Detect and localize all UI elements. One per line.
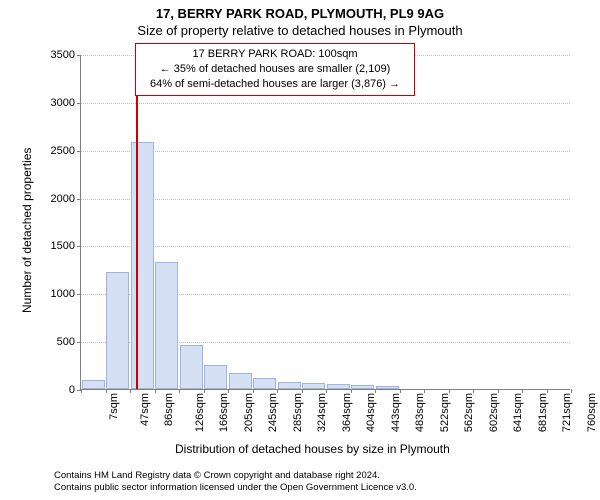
xtick-label: 641sqm [512, 393, 524, 432]
xtick-mark [106, 389, 107, 393]
xtick-label: 602sqm [488, 393, 500, 432]
histogram-bar [376, 386, 399, 389]
xtick-mark [351, 389, 352, 393]
xtick-label: 324sqm [316, 393, 328, 432]
xtick-mark [302, 389, 303, 393]
xtick-mark [81, 389, 82, 393]
xtick-label: 443sqm [390, 393, 402, 432]
histogram-bar [229, 373, 252, 389]
gridline [81, 199, 570, 200]
histogram-bar [82, 380, 105, 389]
histogram-bar [327, 384, 350, 389]
histogram-bar [180, 345, 203, 389]
y-axis-label: Number of detached properties [20, 147, 34, 312]
xtick-mark [155, 389, 156, 393]
xtick-label: 285sqm [292, 393, 304, 432]
footnote: Contains HM Land Registry data © Crown c… [54, 470, 417, 494]
histogram-bar [302, 383, 325, 389]
histogram-bar [155, 262, 178, 389]
xtick-label: 126sqm [194, 393, 206, 432]
figure-container: 17, BERRY PARK ROAD, PLYMOUTH, PL9 9AG S… [0, 0, 600, 500]
annotation-line2: ← 35% of detached houses are smaller (2,… [144, 62, 406, 77]
reference-line [136, 54, 138, 389]
xtick-mark [204, 389, 205, 393]
xtick-mark [400, 389, 401, 393]
gridline [81, 151, 570, 152]
gridline [81, 246, 570, 247]
histogram-bar [253, 378, 276, 389]
xtick-mark [547, 389, 548, 393]
xtick-mark [571, 389, 572, 393]
histogram-bar [278, 382, 301, 389]
ytick-label: 3500 [51, 49, 81, 61]
xtick-label: 86sqm [163, 393, 175, 426]
xtick-label: 522sqm [439, 393, 451, 432]
xtick-label: 47sqm [139, 393, 151, 426]
xtick-mark [498, 389, 499, 393]
ytick-label: 0 [69, 384, 81, 396]
xtick-mark [473, 389, 474, 393]
xtick-label: 562sqm [463, 393, 475, 432]
xtick-mark [130, 389, 131, 393]
ytick-label: 2000 [51, 193, 81, 205]
xtick-mark [253, 389, 254, 393]
xtick-label: 205sqm [243, 393, 255, 432]
plot-area: 05001000150020002500300035007sqm47sqm86s… [80, 55, 570, 390]
xtick-label: 404sqm [365, 393, 377, 432]
annotation-line3: 64% of semi-detached houses are larger (… [144, 77, 406, 92]
xtick-label: 483sqm [414, 393, 426, 432]
x-axis-label: Distribution of detached houses by size … [175, 442, 450, 456]
xtick-mark [326, 389, 327, 393]
histogram-bar [106, 272, 129, 389]
footnote-line1: Contains HM Land Registry data © Crown c… [54, 470, 417, 482]
title-line2: Size of property relative to detached ho… [0, 21, 600, 38]
histogram-bar [131, 142, 154, 389]
ytick-label: 1500 [51, 240, 81, 252]
xtick-mark [424, 389, 425, 393]
title-line1: 17, BERRY PARK ROAD, PLYMOUTH, PL9 9AG [0, 0, 600, 21]
xtick-mark [228, 389, 229, 393]
ytick-label: 3000 [51, 97, 81, 109]
xtick-label: 681sqm [537, 393, 549, 432]
xtick-label: 7sqm [108, 393, 120, 420]
annotation-box: 17 BERRY PARK ROAD: 100sqm ← 35% of deta… [135, 43, 415, 96]
xtick-mark [375, 389, 376, 393]
xtick-label: 721sqm [561, 393, 573, 432]
annotation-line1: 17 BERRY PARK ROAD: 100sqm [144, 47, 406, 62]
ytick-label: 2500 [51, 145, 81, 157]
ytick-label: 1000 [51, 288, 81, 300]
xtick-label: 364sqm [341, 393, 353, 432]
xtick-label: 245sqm [267, 393, 279, 432]
xtick-label: 166sqm [218, 393, 230, 432]
xtick-label: 760sqm [586, 393, 598, 432]
xtick-mark [522, 389, 523, 393]
ytick-label: 500 [57, 336, 81, 348]
footnote-line2: Contains public sector information licen… [54, 482, 417, 494]
histogram-bar [351, 385, 374, 389]
gridline [81, 103, 570, 104]
xtick-mark [449, 389, 450, 393]
histogram-bar [204, 365, 227, 389]
xtick-mark [277, 389, 278, 393]
xtick-mark [179, 389, 180, 393]
